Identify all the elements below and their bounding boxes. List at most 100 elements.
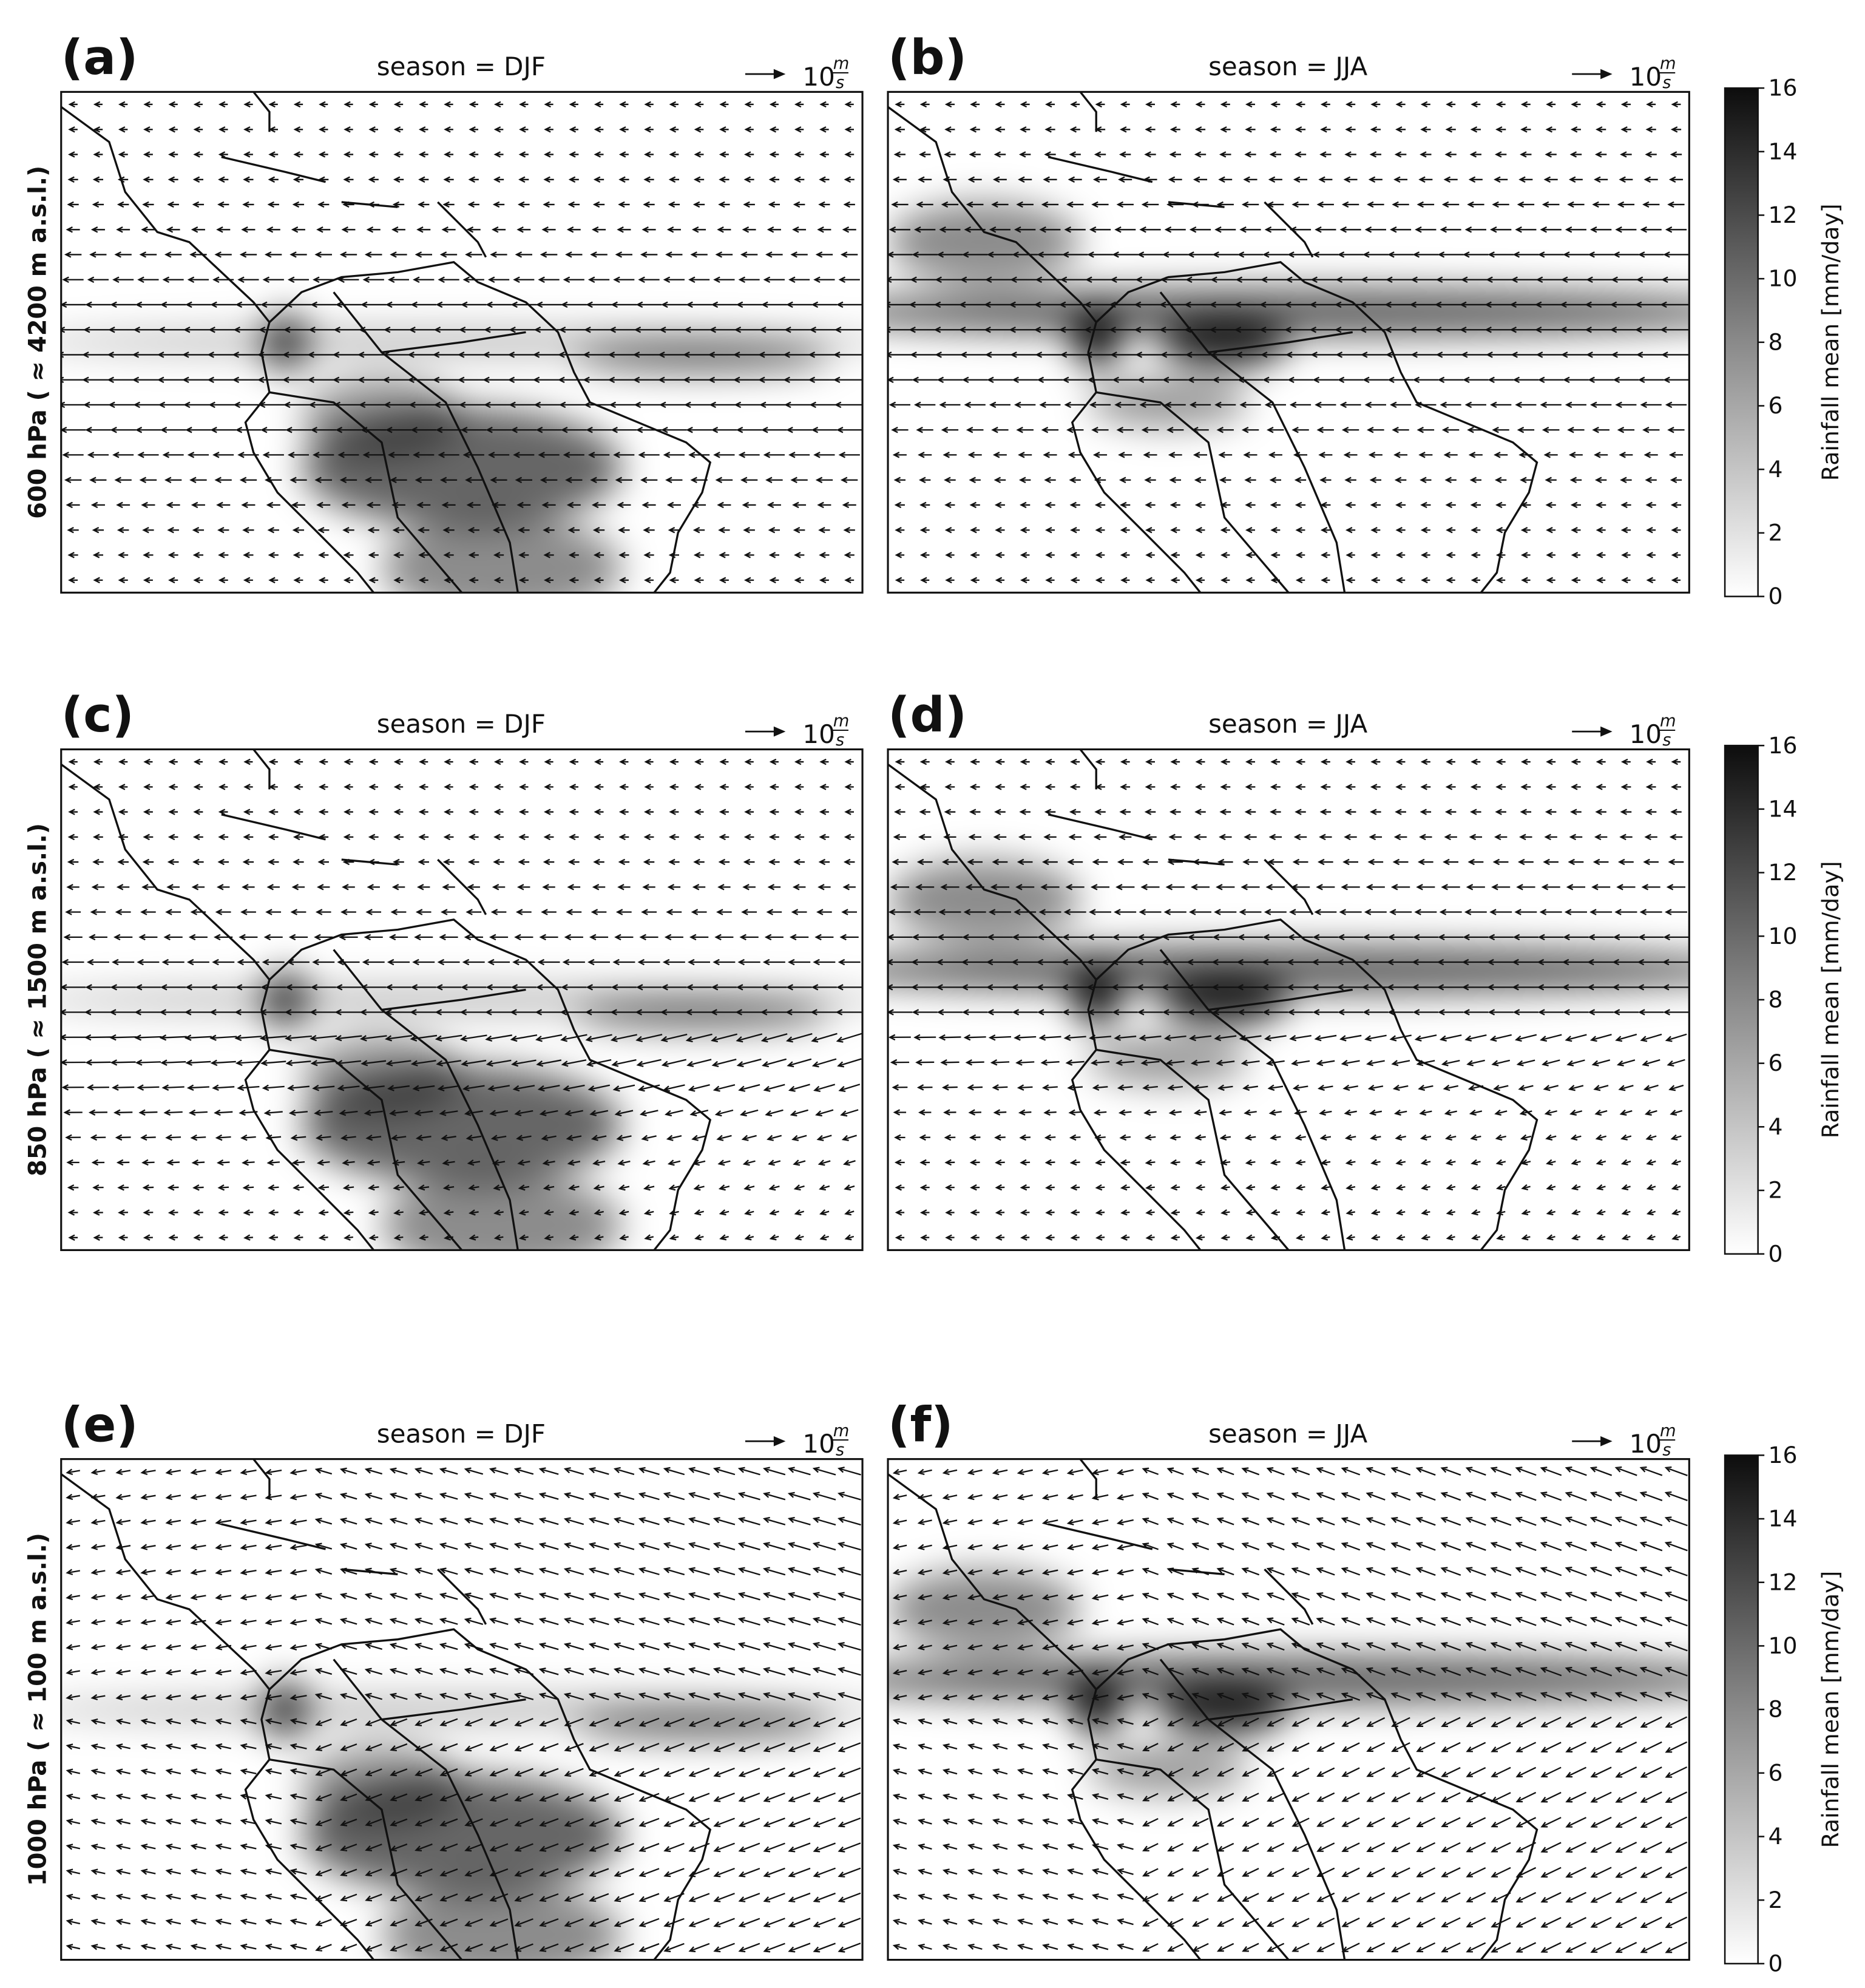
panel-title: season = DJF [377, 709, 546, 739]
rainfall-area [381, 1884, 622, 1960]
map-frame [60, 90, 864, 594]
map-frame [887, 90, 1690, 594]
colorbar-tick-label: 14 [1768, 1505, 1797, 1532]
colorbar-tick-label: 16 [1768, 75, 1797, 101]
map-body [61, 749, 863, 1250]
colorbar-tick-label: 4 [1768, 1113, 1782, 1140]
colorbar [1724, 1454, 1759, 1965]
wind-vectors [888, 101, 1690, 583]
rainfall-area [1088, 377, 1249, 428]
panel-label: (b) [888, 29, 967, 86]
panel-label: (c) [61, 687, 134, 743]
map-frame [887, 1458, 1690, 1961]
colorbar-tick-label: 0 [1768, 1950, 1782, 1976]
colorbar-tick-label: 10 [1768, 1632, 1797, 1659]
rainfall-area [1160, 317, 1289, 368]
rainfall-area [888, 859, 1080, 940]
rainfall-area [574, 342, 831, 373]
colorbar-tick-label: 10 [1768, 265, 1797, 292]
panel-label: (d) [888, 687, 967, 743]
reference-arrow [1572, 1436, 1613, 1447]
map-panel: (b) season = JJA 10ms0246810121416Rainfall… [887, 29, 1844, 609]
reference-unit: m [833, 712, 850, 731]
reference-unit: m [833, 1422, 850, 1440]
colorbar-tick-label: 12 [1768, 1569, 1797, 1595]
colorbar [1724, 744, 1759, 1255]
colorbar-tick-label: 0 [1768, 1240, 1782, 1267]
reference-arrow [1572, 69, 1613, 80]
map-panel: (f) season = JJA 10ms0246810121416Rainfall… [887, 1396, 1844, 1976]
panel-title: season = DJF [377, 1419, 546, 1448]
map-body [888, 92, 1690, 593]
reference-magnitude: 10 [802, 719, 834, 749]
rainfall-area [574, 999, 831, 1030]
rainfall-area [888, 202, 1080, 282]
rainfall-area [261, 969, 310, 1030]
panel-label: (f) [888, 1396, 953, 1453]
reference-magnitude: 10 [1630, 1429, 1662, 1459]
colorbar-tick-label: 16 [1768, 1442, 1797, 1468]
panel-label: (e) [61, 1396, 138, 1453]
colorbar-tick-label: 6 [1768, 1759, 1782, 1786]
colorbar-label: Rainfall mean [mm/day] [1817, 203, 1844, 481]
reference-unit: m [1660, 712, 1676, 731]
rainfall-area [1160, 974, 1289, 1025]
colorbar-tick-label: 0 [1768, 583, 1782, 609]
colorbar-tick-label: 16 [1768, 732, 1797, 759]
map-body [61, 1459, 863, 1960]
panel-title: season = DJF [377, 52, 546, 81]
reference-unit: s [836, 731, 844, 750]
map-frame [60, 1458, 864, 1961]
reference-unit: s [1662, 73, 1671, 92]
reference-unit: s [836, 73, 844, 92]
colorbar-label: Rainfall mean [mm/day] [1817, 1571, 1844, 1848]
colorbar-tick-label: 8 [1768, 328, 1782, 355]
reference-arrow [745, 69, 786, 80]
wind-vectors [66, 1467, 861, 1953]
reference-arrow [745, 726, 786, 737]
wind-vectors [61, 101, 863, 583]
reference-unit: s [1662, 1440, 1671, 1459]
panel-title: season = JJA [1208, 1419, 1367, 1448]
wind-vectors [888, 758, 1690, 1241]
wind-vectors [61, 758, 863, 1241]
rainfall-area [574, 1709, 831, 1740]
rainfall-area [381, 517, 622, 593]
rainfall-shading [888, 859, 1690, 1085]
reference-unit: m [1660, 55, 1676, 73]
rainfall-area [1088, 1034, 1249, 1085]
rainfall-area [1072, 965, 1120, 1025]
rainfall-area [1072, 1674, 1120, 1735]
rainfall-area [301, 377, 462, 458]
colorbar-tick-label: 4 [1768, 456, 1782, 483]
colorbar-tick-label: 2 [1768, 520, 1782, 546]
colorbar-tick-label: 12 [1768, 202, 1797, 228]
rainfall-shading [888, 1569, 1690, 1795]
rainfall-area [1072, 307, 1120, 368]
map-panel: (d) season = JJA 10ms0246810121416Rainfall… [887, 687, 1844, 1267]
wind-vectors [892, 1466, 1688, 1953]
reference-magnitude: 10 [1630, 62, 1662, 92]
rainfall-area [261, 312, 310, 373]
colorbar-tick-label: 8 [1768, 1696, 1782, 1723]
reference-unit: m [1660, 1422, 1676, 1440]
colorbar-tick-label: 2 [1768, 1177, 1782, 1204]
panel-label: (a) [61, 29, 138, 86]
map-body [888, 749, 1690, 1250]
colorbar-tick-label: 8 [1768, 986, 1782, 1013]
colorbar-tick-label: 2 [1768, 1887, 1782, 1913]
reference-unit: m [833, 55, 850, 73]
reference-unit: s [836, 1440, 844, 1459]
colorbar-label: Rainfall mean [mm/day] [1817, 861, 1844, 1139]
rainfall-area [301, 1744, 462, 1825]
row-label: 600 hPa ( ≈ 4200 m a.s.l.) [24, 166, 52, 519]
rainfall-area [381, 1175, 622, 1250]
colorbar-tick-label: 14 [1768, 795, 1797, 822]
reference-magnitude: 10 [1630, 719, 1662, 749]
rainfall-area [261, 1679, 310, 1740]
map-body [888, 1459, 1690, 1960]
rainfall-area [888, 1569, 1080, 1650]
colorbar-tick-label: 6 [1768, 1050, 1782, 1076]
